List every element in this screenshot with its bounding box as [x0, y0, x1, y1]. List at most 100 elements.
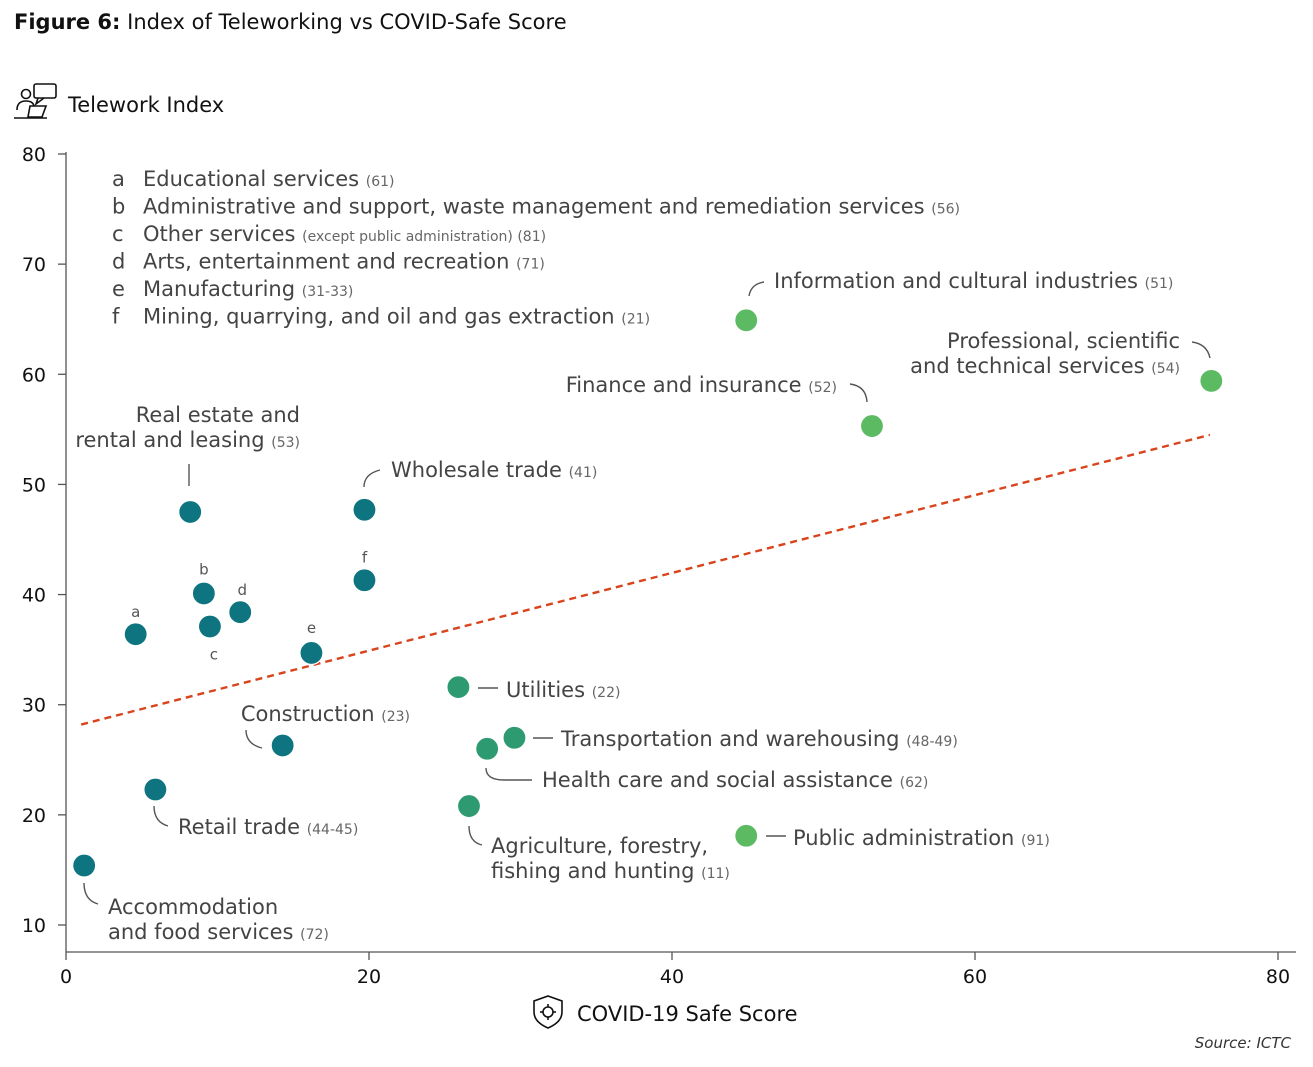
legend-item-name: Manufacturing — [143, 277, 302, 301]
point-real-estate — [178, 499, 203, 525]
y-tick-label: 60 — [22, 364, 46, 386]
label-utilities: Utilities (22) — [506, 678, 620, 702]
y-ticks: 10 20 30 40 50 60 70 80 — [22, 144, 66, 937]
point-labels: Accommodation and food services (72) Retai… — [75, 269, 1180, 944]
leader-wholesale — [363, 469, 381, 488]
point-accommodation — [72, 853, 97, 878]
leader-health-care — [485, 767, 532, 781]
label-code: (53) — [271, 435, 300, 451]
legend-item-code: (21) — [621, 312, 650, 328]
point-utilities — [446, 674, 471, 700]
point-professional — [1199, 368, 1224, 393]
label-line: Finance and insurance — [566, 373, 809, 397]
point-administrative — [191, 581, 216, 606]
point-construction — [270, 733, 295, 758]
legend-letter: c — [112, 222, 124, 246]
point-letter-f: f — [362, 548, 368, 566]
legend-item-code: (71) — [516, 257, 545, 273]
leader-information — [748, 281, 765, 297]
label-finance: Finance and insurance (52) — [566, 373, 837, 397]
legend-item: Manufacturing (31-33) — [143, 277, 353, 301]
legend-item-code: (except public administration) (81) — [302, 229, 546, 245]
legend-item-name: Educational services — [143, 167, 366, 191]
legend-item: Administrative and support, waste manage… — [143, 195, 960, 219]
point-letter-a: a — [131, 603, 140, 621]
leader-finance — [849, 383, 868, 403]
trend-line — [80, 433, 1211, 726]
point-mining — [352, 568, 377, 593]
label-code: (91) — [1021, 833, 1050, 849]
label-code: (11) — [701, 866, 730, 882]
label-line: Agriculture, forestry, — [491, 834, 708, 858]
y-tick-label: 20 — [22, 805, 46, 827]
label-line: Retail trade — [178, 815, 307, 839]
point-manufacturing — [299, 640, 324, 666]
x-axis-title: COVID-19 Safe Score — [577, 1002, 798, 1026]
legend-item: Arts, entertainment and recreation (71) — [143, 250, 545, 274]
telework-icon — [14, 83, 57, 119]
point-wholesale — [352, 497, 377, 522]
legend-letter: e — [112, 277, 125, 301]
point-educational — [123, 622, 148, 647]
x-tick-label: 80 — [1266, 966, 1290, 988]
point-retail — [143, 777, 168, 802]
leader-accommodation — [83, 882, 99, 905]
leader-lines — [83, 281, 1211, 905]
leader-agriculture — [468, 825, 483, 846]
label-line: Information and cultural industries — [774, 269, 1145, 293]
label-line: Wholesale trade — [391, 458, 569, 482]
y-tick-label: 80 — [22, 144, 46, 166]
label-retail: Retail trade (44-45) — [178, 815, 358, 839]
label-professional: Professional, scientific and technical se… — [910, 329, 1180, 378]
point-other-services — [197, 614, 223, 639]
data-points — [72, 308, 1224, 878]
label-line: rental and leasing — [75, 428, 271, 452]
label-code: (62) — [900, 775, 929, 791]
x-ticks: 0 20 40 60 80 — [60, 952, 1290, 988]
label-line: Construction — [241, 702, 381, 726]
y-tick-label: 30 — [22, 695, 46, 717]
covid-shield-icon — [533, 995, 563, 1029]
figure-label: Figure 6: — [14, 10, 121, 34]
label-line: and food services — [108, 920, 300, 944]
label-health-care: Health care and social assistance (62) — [542, 768, 928, 792]
label-public-administration: Public administration (91) — [793, 826, 1050, 850]
label-code: (41) — [569, 465, 598, 481]
label-code: (72) — [300, 927, 329, 943]
label-real-estate: Real estate and rental and leasing (53) — [75, 403, 300, 452]
letter-legend: a Educational services (61) b Administrativ… — [112, 167, 960, 329]
label-information: Information and cultural industries (51) — [774, 269, 1173, 293]
label-line: Accommodation — [108, 895, 278, 919]
label-construction: Construction (23) — [241, 702, 410, 726]
legend-item-code: (61) — [366, 174, 395, 190]
y-axis-title: Telework Index — [67, 93, 224, 117]
legend-item: Mining, quarrying, and oil and gas extra… — [143, 305, 650, 329]
x-tick-label: 40 — [660, 966, 684, 988]
point-letter-d: d — [237, 581, 247, 599]
label-code: (22) — [592, 685, 621, 701]
legend-item-code: (31-33) — [302, 284, 354, 300]
label-accommodation: Accommodation and food services (72) — [108, 895, 329, 944]
legend-letter: a — [112, 167, 125, 191]
label-line: fishing and hunting — [491, 859, 701, 883]
point-letter-e: e — [307, 619, 316, 637]
point-letter-c: c — [210, 646, 218, 664]
label-wholesale: Wholesale trade (41) — [391, 458, 597, 482]
source-note: Source: ICTC — [1194, 1034, 1291, 1052]
leader-construction — [245, 729, 263, 749]
label-code: (52) — [808, 380, 837, 396]
x-tick-label: 20 — [357, 966, 381, 988]
label-line: Health care and social assistance — [542, 768, 900, 792]
leader-professional — [1191, 341, 1211, 359]
point-finance — [859, 413, 885, 439]
legend-letter: f — [112, 305, 120, 329]
point-agriculture — [456, 793, 482, 819]
label-line: Utilities — [506, 678, 592, 702]
x-tick-label: 0 — [60, 966, 72, 988]
label-line: Professional, scientific — [947, 329, 1180, 353]
legend-item-code: (56) — [931, 202, 960, 218]
label-code: (48-49) — [906, 734, 958, 750]
y-tick-label: 40 — [22, 585, 46, 607]
label-agriculture: Agriculture, forestry, fishing and huntin… — [491, 834, 730, 883]
